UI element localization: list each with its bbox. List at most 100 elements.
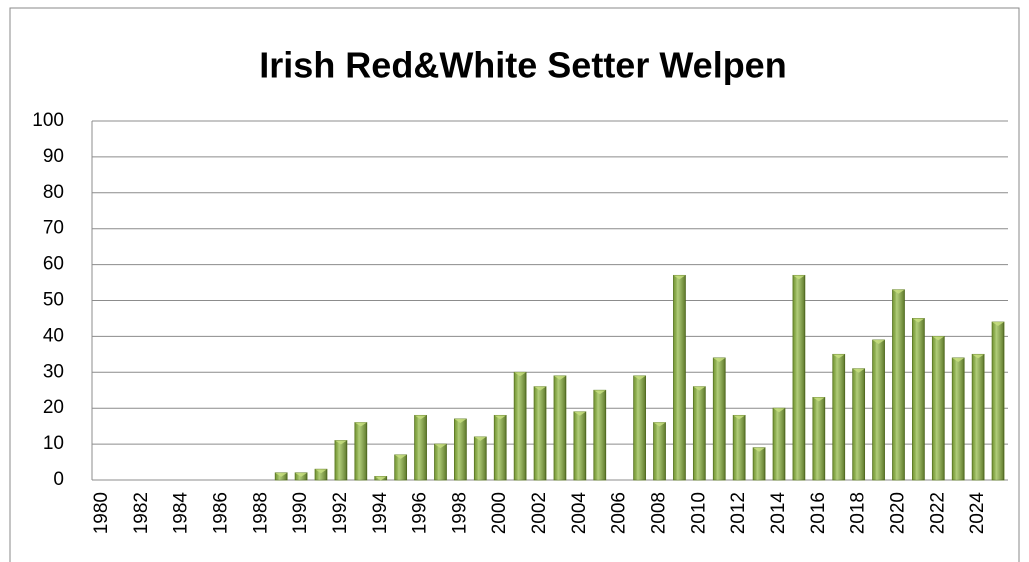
bar [991, 321, 1005, 481]
bar [673, 274, 686, 481]
x-tick-label: 1984 [171, 492, 192, 535]
x-tick-label: 2012 [728, 492, 749, 534]
bar-top [693, 386, 706, 391]
x-tick-label: 2018 [848, 492, 869, 534]
y-tick-label: 60 [43, 254, 64, 275]
y-tick-label: 30 [43, 361, 64, 382]
y-tick-label: 40 [43, 325, 64, 346]
bar-top [852, 368, 865, 373]
bar [473, 436, 487, 481]
bar [971, 353, 985, 481]
bar-top [275, 472, 288, 477]
bar [533, 386, 547, 481]
bar-top [753, 447, 766, 452]
bar-top [792, 275, 805, 280]
bar [593, 389, 607, 481]
bar-top [912, 318, 925, 323]
bar [653, 422, 666, 481]
x-tick-label: 1980 [91, 492, 112, 534]
bar [712, 357, 726, 481]
bar-top [573, 411, 586, 416]
x-tick-label: 1986 [210, 492, 231, 534]
x-tick-label: 2014 [768, 492, 789, 535]
y-tick-label: 80 [43, 182, 64, 203]
bar [434, 443, 447, 481]
bar-top [354, 422, 367, 427]
x-tick-label: 2002 [529, 492, 550, 534]
x-tick-label: 2006 [609, 492, 630, 534]
y-tick-label: 50 [43, 290, 64, 311]
bar [912, 318, 925, 481]
x-tick-label: 2020 [887, 492, 908, 534]
bar [852, 368, 866, 481]
x-tick-label: 2010 [688, 492, 709, 534]
bar [414, 414, 427, 481]
x-tick-label: 1994 [370, 492, 391, 535]
bar-top [713, 357, 726, 362]
x-tick-label: 1996 [410, 492, 431, 534]
bar-top [394, 454, 407, 459]
x-tick-label: 1988 [250, 492, 271, 534]
bar-top [773, 408, 785, 413]
y-tick-label: 70 [43, 218, 64, 239]
bar [633, 375, 646, 481]
x-tick-label: 2022 [927, 492, 948, 534]
bar-top [534, 386, 547, 391]
y-tick-label: 10 [43, 433, 64, 454]
bar [832, 353, 846, 481]
bar-top [334, 440, 347, 445]
bar-top [494, 415, 507, 420]
bar-top [315, 469, 327, 474]
bar [951, 357, 965, 481]
bar-top [952, 357, 965, 362]
bar [354, 422, 368, 481]
y-tick-label: 100 [32, 110, 64, 131]
bar-top [733, 415, 746, 420]
bar [892, 289, 905, 481]
bar [513, 371, 527, 481]
bar-top [673, 275, 686, 280]
bar [454, 418, 467, 481]
bar-top [992, 322, 1005, 327]
bar [931, 335, 945, 481]
bar [553, 375, 567, 481]
bar [493, 414, 507, 481]
bar-top [812, 397, 825, 402]
bar-top [653, 422, 666, 427]
bar [692, 386, 706, 481]
bar-top [374, 476, 387, 481]
bar [812, 397, 826, 481]
x-tick-label: 2004 [569, 492, 590, 535]
x-tick-label: 2024 [967, 492, 988, 535]
x-tick-label: 1992 [330, 492, 351, 534]
y-tick-label: 0 [53, 469, 64, 490]
bar-top [553, 375, 566, 380]
x-tick-label: 1982 [131, 492, 152, 534]
bar-top [972, 354, 985, 359]
y-tick-label: 20 [43, 397, 64, 418]
bar [792, 274, 806, 481]
bar-top [514, 372, 527, 377]
x-tick-label: 2008 [649, 492, 670, 534]
bar [872, 339, 885, 481]
bar-top [932, 336, 945, 341]
bar-top [633, 375, 646, 380]
x-tick-label: 2016 [808, 492, 829, 534]
bar-top [414, 415, 427, 420]
x-tick-label: 1990 [290, 492, 311, 534]
bar-top [434, 444, 447, 449]
x-tick-label: 1998 [449, 492, 470, 534]
bar-top [872, 339, 885, 344]
bar-top [593, 390, 606, 395]
bar-top [474, 436, 487, 441]
bar [334, 440, 348, 481]
bar-top [454, 418, 467, 423]
bar [752, 447, 766, 481]
bar-top [832, 354, 845, 359]
bar-top [295, 472, 308, 477]
y-tick-label: 90 [43, 146, 64, 167]
chart-title: Irish Red&White Setter Welpen [259, 45, 786, 86]
bar [573, 411, 587, 481]
bar-top [892, 289, 905, 294]
bar [732, 414, 746, 481]
